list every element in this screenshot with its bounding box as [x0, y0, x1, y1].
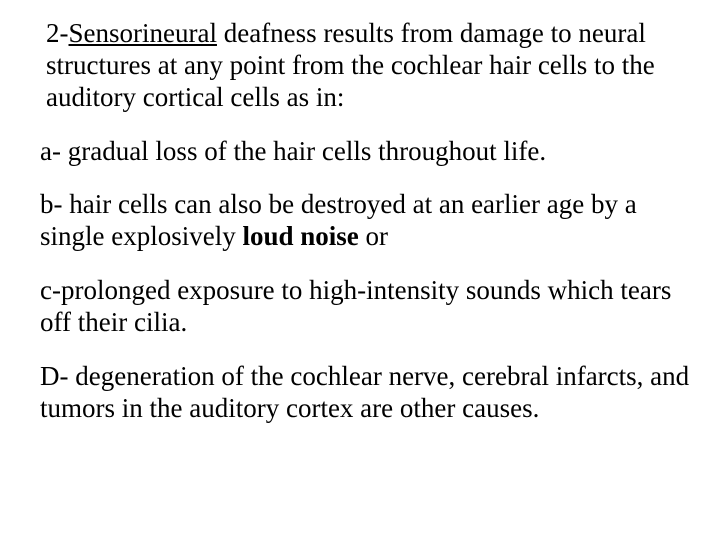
slide: 2-Sensorineural deafness results from da…: [0, 0, 720, 540]
item-b: b- hair cells can also be destroyed at a…: [30, 189, 690, 253]
item-b-bold: loud noise: [242, 221, 358, 251]
intro-term: Sensorineural: [69, 18, 217, 48]
intro-prefix: 2-: [46, 18, 69, 48]
item-a: a- gradual loss of the hair cells throug…: [30, 136, 690, 168]
item-b-post: or: [359, 221, 388, 251]
intro-paragraph: 2-Sensorineural deafness results from da…: [30, 18, 690, 114]
item-c: c-prolonged exposure to high-intensity s…: [30, 275, 690, 339]
item-d: D- degeneration of the cochlear nerve, c…: [30, 361, 690, 425]
